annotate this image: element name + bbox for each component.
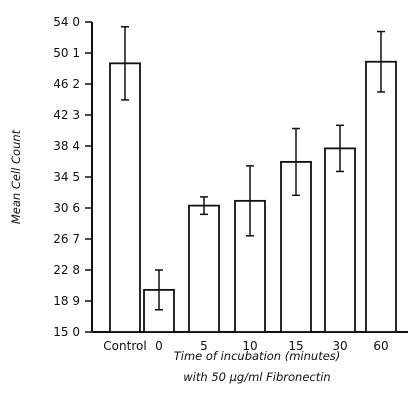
x-axis-ticks: Control 0 5 10 15 30 60 xyxy=(103,339,388,353)
y-axis-ticks: 15 0 18 9 22 8 26 7 30 6 34 5 38 4 42 3 46 2 50 1… xyxy=(53,15,92,339)
bar-30 xyxy=(324,147,356,333)
y-tick-label: 42 3 xyxy=(53,108,80,122)
x-tick-label: 5 xyxy=(200,339,208,353)
x-tick-label: 10 xyxy=(242,339,257,353)
bar-control xyxy=(109,62,141,333)
y-tick-label: 26 7 xyxy=(53,232,80,246)
y-tick-label: 50 1 xyxy=(53,46,80,60)
y-tick-label: 18 9 xyxy=(53,294,80,308)
bar-60 xyxy=(365,60,397,333)
y-tick-label: 22 8 xyxy=(53,263,80,277)
y-tick-label: 30 6 xyxy=(53,201,80,215)
x-axis-label: Time of incubation (minutes) xyxy=(174,349,341,363)
y-tick-label: 46 2 xyxy=(53,77,80,91)
x-axis-label-line2: with 50 µg/ml Fibronectin xyxy=(183,370,330,384)
x-tick-label: 60 xyxy=(373,339,388,353)
y-tick-label: 38 4 xyxy=(53,139,80,153)
x-tick-label: 30 xyxy=(332,339,347,353)
y-tick-label: 34 5 xyxy=(53,170,80,184)
bars-group xyxy=(109,26,397,333)
bar-5 xyxy=(188,204,220,333)
y-tick-label: 54 0 xyxy=(53,15,80,29)
x-tick-label: 0 xyxy=(155,339,163,353)
y-tick-label: 15 0 xyxy=(53,325,80,339)
y-axis-label: Mean Cell Count xyxy=(9,129,23,224)
bar-0 xyxy=(143,288,175,333)
x-tick-label: 15 xyxy=(288,339,303,353)
x-tick-label: Control xyxy=(103,339,146,353)
